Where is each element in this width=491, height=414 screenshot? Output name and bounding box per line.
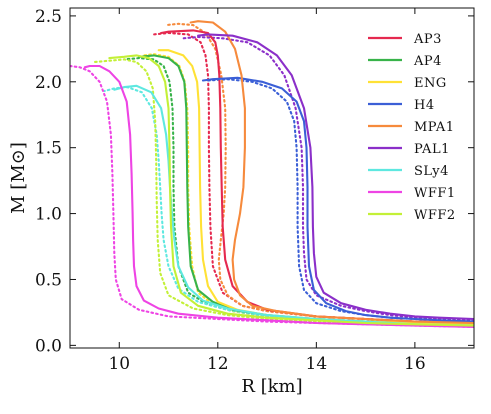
legend-label: SLy4	[414, 164, 449, 179]
curve-sly4-solid	[113, 84, 474, 327]
ticks-layer: 10 12 14 16 0.0 0.5 1.0 1.5 2.0 2.5	[35, 7, 474, 374]
y-tick-label: 0.5	[35, 270, 62, 290]
frame-layer	[69, 7, 475, 349]
y-axis-label: M [M⊙]	[8, 142, 29, 214]
legend-label: ENG	[414, 76, 447, 91]
x-tick-label: 12	[207, 354, 229, 374]
x-tick-label: 16	[404, 354, 426, 374]
curve-pal1-dotted	[182, 35, 474, 322]
curve-wff1-solid	[83, 64, 474, 328]
x-axis-label: R [km]	[241, 376, 302, 397]
y-tick-label: 2.5	[35, 7, 62, 27]
legend-label: WFF2	[414, 208, 456, 223]
x-tick-label: 14	[306, 354, 328, 374]
y-tick-label: 0.0	[35, 336, 62, 356]
y-tick-label: 1.0	[35, 205, 62, 225]
legend-label: WFF1	[414, 186, 456, 201]
legend-label: AP3	[413, 32, 442, 47]
curve-wff2-dotted	[93, 58, 474, 327]
axis-labels: R [km] M [M⊙]	[8, 142, 303, 397]
curve-pal1-solid	[197, 33, 474, 321]
curve-wff2-solid	[108, 54, 474, 327]
legend-label: AP4	[413, 54, 442, 69]
legend: AP3 AP4 ENG H4 MPA1 PAL1 SLy4 WFF1 WFF2	[368, 32, 456, 223]
plot-frame	[69, 7, 475, 349]
y-tick-label: 2.0	[35, 73, 62, 93]
curves-layer	[70, 20, 474, 328]
legend-label: MPA1	[414, 120, 455, 135]
curve-h4-solid	[201, 76, 474, 323]
legend-label: PAL1	[414, 142, 450, 157]
y-tick-label: 1.5	[35, 139, 62, 159]
x-tick-label: 10	[108, 354, 130, 374]
curve-h4-dotted	[206, 78, 474, 323]
legend-label: H4	[414, 98, 435, 113]
